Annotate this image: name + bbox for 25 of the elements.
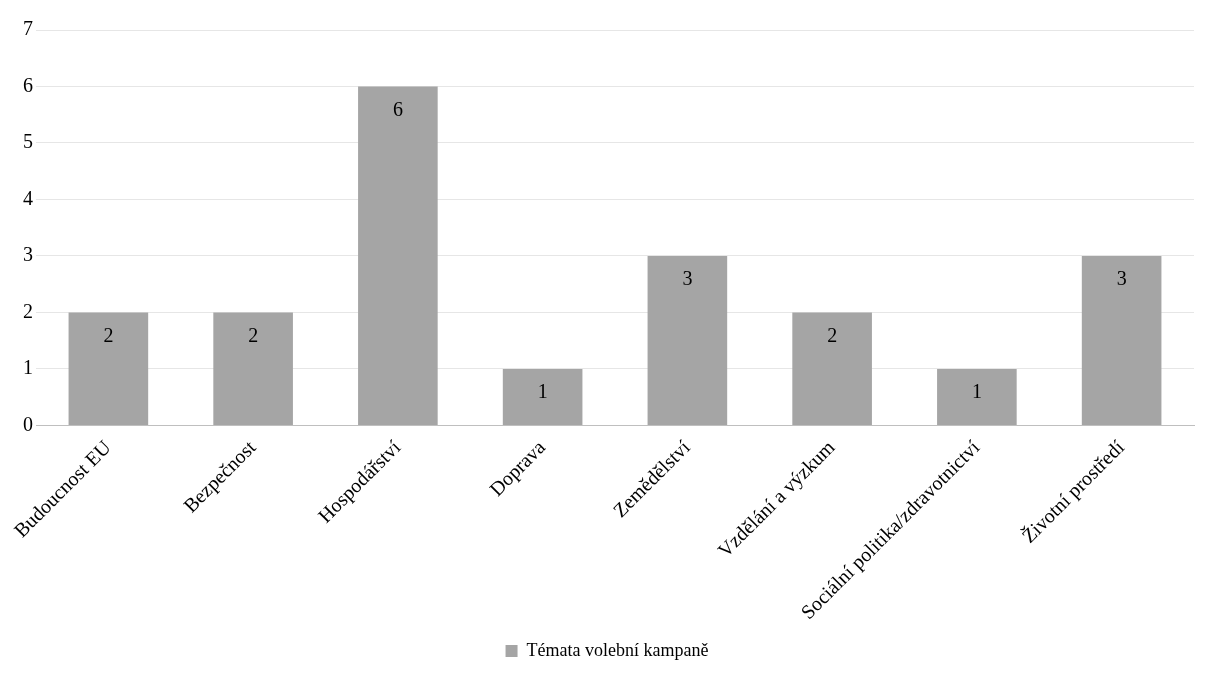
bar	[68, 312, 149, 425]
bar	[647, 255, 728, 425]
bar	[213, 312, 293, 425]
y-tick-label: 3	[23, 243, 33, 266]
bar	[937, 368, 1017, 425]
data-label: 2	[103, 323, 114, 346]
data-label: 2	[827, 323, 838, 346]
data-label: 1	[971, 380, 982, 403]
y-tick-label: 0	[23, 412, 33, 435]
data-label: 2	[248, 323, 259, 346]
y-tick-label: 4	[23, 186, 33, 209]
y-tick-label: 5	[23, 130, 33, 153]
data-label: 3	[682, 267, 693, 290]
y-tick-label: 2	[23, 299, 33, 322]
data-label: 6	[392, 97, 403, 120]
bar	[358, 86, 438, 425]
bar	[502, 368, 583, 425]
y-tick-label: 6	[23, 73, 33, 96]
y-tick-label: 7	[23, 17, 33, 40]
y-tick-label: 1	[23, 356, 33, 379]
bar	[792, 312, 872, 425]
data-label: 1	[537, 380, 548, 403]
bar	[1081, 255, 1162, 425]
legend-label: Témata volební kampaně	[526, 639, 709, 660]
data-label: 3	[1116, 267, 1127, 290]
